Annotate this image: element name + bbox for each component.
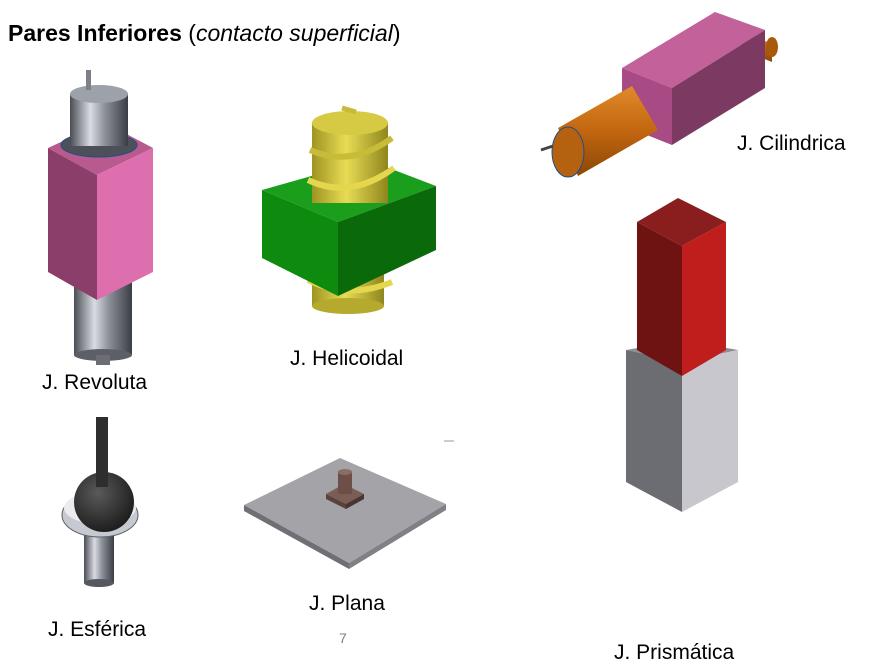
title-italic: contacto superficial [195, 20, 393, 46]
title-paren-close: ) [392, 20, 401, 46]
label-helicoidal: J. Helicoidal [290, 347, 404, 370]
helical-joint-figure [262, 105, 436, 314]
label-revoluta: J. Revoluta [42, 371, 148, 394]
revolute-joint-figure [48, 70, 153, 365]
label-esferica: J. Esférica [48, 618, 147, 641]
planar-joint-figure [244, 440, 454, 569]
title-paren-open: ( [181, 20, 196, 46]
cylindrical-joint-figure [540, 12, 778, 178]
label-plana: J. Plana [309, 592, 385, 615]
title-bold: Pares Inferiores [8, 20, 182, 46]
label-prismatica: J. Prismática [614, 641, 735, 664]
spherical-joint-figure [61, 417, 139, 587]
slide-title: Pares Inferiores (contacto superficial) [8, 20, 401, 47]
page-number: 7 [339, 630, 347, 646]
prismatic-joint-figure [626, 198, 738, 512]
label-cilindrica: J. Cilindrica [737, 132, 846, 155]
